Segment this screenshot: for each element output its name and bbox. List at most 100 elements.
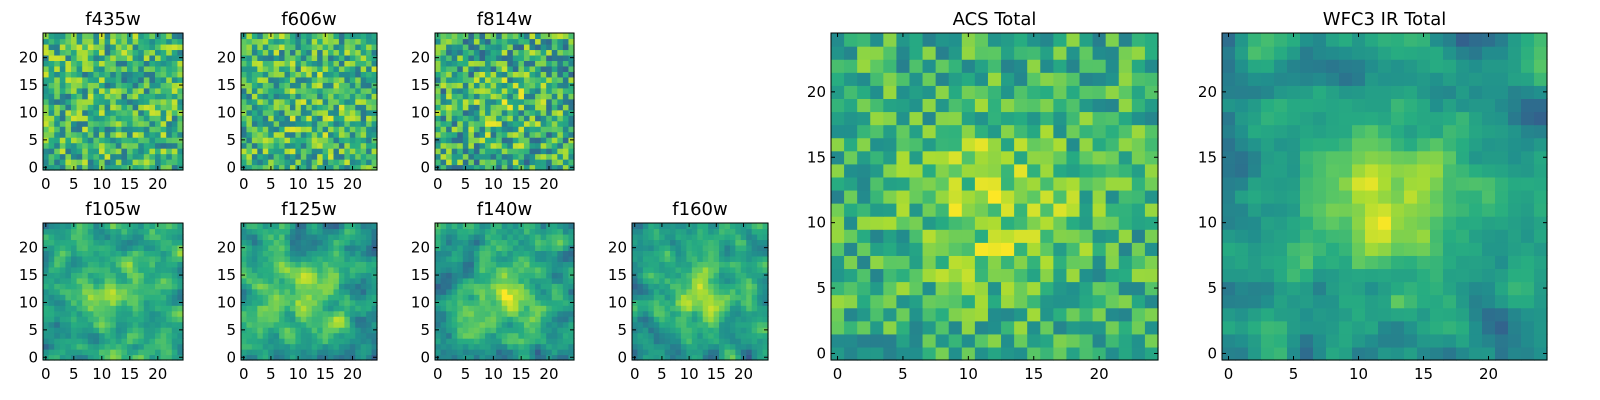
heatmap-cell [355,49,362,56]
heatmap-cell [479,87,486,94]
heatmap-cell [104,126,111,133]
heatmap-cell [468,272,475,279]
heatmap-cell [371,148,378,155]
heatmap-cell [171,43,178,51]
heatmap-cell [48,137,55,144]
heatmap-cell [349,49,356,56]
heatmap-cell [883,346,897,361]
heatmap-cell [59,223,66,230]
heatmap-cell [457,131,464,138]
heatmap-cell [546,71,553,78]
heatmap-cell [523,332,531,339]
heatmap-cell [512,76,519,83]
heatmap-cell [355,93,362,100]
heatmap-cell [295,54,302,61]
heatmap-cell [149,137,156,144]
heatmap-cell [43,239,50,246]
heatmap-cell [155,321,162,328]
heatmap-cell [132,87,139,94]
heatmap-cell [284,159,291,166]
heatmap-cell [333,223,340,230]
heatmap-cell [295,93,302,100]
heatmap-cell [501,164,508,171]
heatmap-cell [757,223,764,230]
heatmap-cell [512,126,519,133]
heatmap-cell [257,93,264,100]
heatmap-cell [48,349,55,356]
heatmap-cell [273,126,280,133]
heatmap-cell [540,109,547,116]
heatmap-cell [697,233,704,241]
heatmap-cell [485,349,492,356]
heatmap-cell [138,60,145,67]
heatmap-cell [540,266,547,273]
heatmap-cell [529,98,536,105]
heatmap-cell [171,250,178,257]
heatmap-cell [446,299,453,306]
heatmap-cell [59,164,66,171]
heatmap-cell [762,321,769,328]
heatmap-cell [740,283,747,290]
heatmap-cell [115,109,122,116]
heatmap-cell [691,272,698,279]
heatmap-cell [961,281,976,296]
heatmap-cell [496,261,503,268]
heatmap-cell [338,98,345,105]
heatmap-cell [642,244,649,251]
heatmap-cell [496,65,503,72]
heatmap-cell [104,332,111,339]
heatmap-cell [338,305,345,312]
heatmap-cell [648,228,655,235]
heatmap-cell [451,338,458,345]
heatmap-cell [740,299,747,306]
heatmap-cell [922,163,937,178]
heatmap-cell [110,159,117,166]
heatmap-cell [143,109,150,116]
heatmap-cell [680,294,687,301]
heatmap-cell [540,120,547,127]
x-tick-label: 5 [69,365,79,383]
heatmap-cell [831,163,845,178]
heatmap-cell [149,71,156,78]
heatmap-cell [87,299,94,306]
heatmap-cell [691,327,698,334]
heatmap-cell [724,316,731,323]
heatmap-cell [551,354,558,361]
heatmap-cell [446,338,453,345]
heatmap-cell [349,93,356,100]
heatmap-cell [496,76,503,83]
heatmap-cell [138,76,145,83]
heatmap-cell [751,299,758,306]
heatmap-cell [479,49,486,56]
heatmap-cell [160,131,167,138]
heatmap-cell [562,43,570,51]
heatmap-cell [349,255,356,262]
heatmap-cell [1027,294,1041,309]
heatmap-cell [870,255,884,270]
heatmap-cell [1001,281,1015,296]
heatmap-cell [87,283,94,290]
heatmap-cell [289,131,296,138]
heatmap-cell [76,60,83,67]
heatmap-cell [523,239,531,246]
heatmap-cell [1131,320,1146,335]
axes-frame [434,32,575,171]
heatmap-cell [132,244,139,251]
heatmap-cell [637,244,644,251]
heatmap-cell [300,137,307,144]
heatmap-cell [322,283,329,290]
heatmap-cell [1118,307,1133,322]
heatmap-cell [48,159,55,166]
heatmap-cell [883,281,897,296]
heatmap-cell [518,327,525,334]
heatmap-cell [82,71,89,78]
heatmap-cell [697,299,704,306]
heatmap-cell [686,327,693,334]
heatmap-cell [355,288,362,295]
heatmap-cell [76,49,83,56]
heatmap-cell [496,120,503,127]
heatmap-cell [512,250,519,257]
heatmap-cell [371,76,378,83]
heatmap-cell [446,104,453,111]
heatmap-cell [311,223,318,230]
